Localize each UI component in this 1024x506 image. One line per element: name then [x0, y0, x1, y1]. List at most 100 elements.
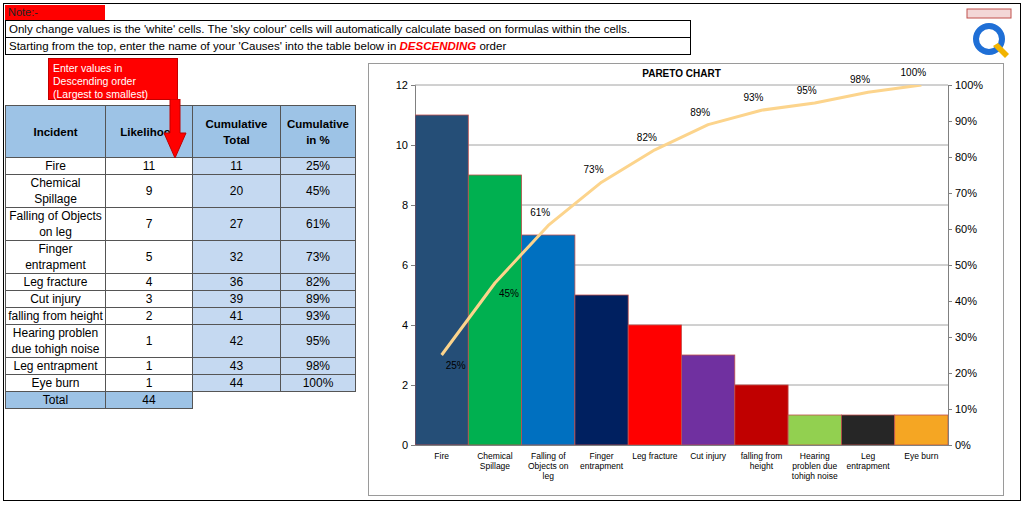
table-cell: 1: [106, 358, 193, 375]
table-cell: Hearing problen due tohigh noise: [6, 325, 106, 358]
table-cell: 2: [106, 308, 193, 325]
table-row: Eye burn144100%: [6, 375, 356, 392]
x-tick-line: Leg: [861, 451, 875, 461]
x-tick-line: Leg fracture: [632, 451, 678, 461]
y-tick-label: 12: [396, 79, 408, 91]
y2-tick-mark: [948, 85, 952, 86]
y2-tick-label: 30%: [955, 331, 977, 343]
table-cell: 11: [193, 158, 281, 175]
table-cell: 93%: [281, 308, 356, 325]
y2-tick-label: 100%: [955, 79, 983, 91]
x-tick: falling fromheight: [741, 451, 783, 471]
data-table: IncidentLikelihoodCumulative TotalCumula…: [5, 105, 356, 409]
y-tick: 12: [396, 79, 415, 91]
table-row: falling from height24193%: [6, 308, 356, 325]
total-row: Total44: [6, 392, 356, 409]
callout: Enter values in Descending order (Larges…: [48, 58, 178, 100]
marks: [415, 85, 948, 445]
y2-tick-mark: [948, 301, 952, 302]
x-tick-label: Hearingproblen duetohigh noise: [792, 451, 838, 481]
x-tick: Cut injury: [690, 451, 727, 461]
x-tick-label: ChemicalSpillage: [477, 451, 513, 471]
y2-tick: 0%: [948, 439, 971, 451]
grid-line: [415, 145, 948, 146]
y-tick-label: 0: [402, 439, 408, 451]
note-text: order: [476, 40, 506, 52]
x-axis: Fire ChemicalSpillage Falling ofObjects on…: [416, 446, 949, 481]
y2-tick-label: 80%: [955, 151, 977, 163]
bar: [788, 415, 841, 445]
arrow-shape: [164, 99, 186, 158]
x-tick-line: entrapment: [847, 461, 891, 471]
x-tick-label: Legentrapment: [847, 451, 891, 471]
bar: [522, 235, 575, 445]
y-tick-mark: [411, 85, 415, 86]
y-tick: 6: [402, 259, 415, 271]
y2-tick-label: 90%: [955, 115, 977, 127]
y2-tick-label: 50%: [955, 259, 977, 271]
x-tick-label: falling fromheight: [741, 451, 783, 471]
y2-tick-mark: [948, 193, 952, 194]
y-tick: 10: [396, 139, 415, 151]
x-tick: Legentrapment: [847, 451, 891, 471]
header-cell: Cumulative Total: [193, 106, 281, 158]
table-cell: 36: [193, 274, 281, 291]
table-row: Cut injury33989%: [6, 291, 356, 308]
y2-tick-mark: [948, 445, 952, 446]
table-row: Falling of Objects on leg72761%: [6, 208, 356, 241]
x-tick-line: Falling of: [531, 451, 566, 461]
table-cell: 20: [193, 175, 281, 208]
chart-frame: [369, 64, 1004, 496]
x-axis-line: [416, 445, 949, 446]
y-tick-mark: [411, 205, 415, 206]
data-label: 45%: [499, 288, 519, 299]
chart-title: PARETO CHART: [642, 68, 721, 79]
y2-tick: 60%: [948, 223, 977, 235]
y2-tick-label: 0%: [955, 439, 971, 451]
table-cell: 42: [193, 325, 281, 358]
note-emphasis: DESCENDING: [400, 40, 477, 52]
x-tick: Fire: [434, 451, 449, 461]
x-tick-line: leg: [543, 471, 555, 481]
table-row: Leg entrapment14398%: [6, 358, 356, 375]
y2-axis: 0%10%20%30%40%50%60%70%80%90%100%: [948, 79, 983, 451]
table-cell: 61%: [281, 208, 356, 241]
y-tick-label: 6: [402, 259, 408, 271]
data-labels: 25%45%61%73%82%89%93%95%98%100%: [446, 67, 927, 371]
table-cell: 4: [106, 274, 193, 291]
y-tick: 0: [402, 439, 415, 451]
y-tick-label: 8: [402, 199, 408, 211]
y-tick-mark: [411, 445, 415, 446]
x-tick: Eye burn: [904, 451, 938, 461]
table-cell: Leg entrapment: [6, 358, 106, 375]
note-line-1: Only change values is the 'white' cells.…: [5, 20, 691, 38]
x-tick-line: height: [750, 461, 774, 471]
y-tick: 2: [402, 379, 415, 391]
table-cell: Finger entrapment: [6, 241, 106, 274]
y-tick-mark: [411, 145, 415, 146]
y2-tick-mark: [948, 121, 952, 122]
x-tick-line: Cut injury: [690, 451, 727, 461]
table-cell: falling from height: [6, 308, 106, 325]
table-cell: 89%: [281, 291, 356, 308]
table-cell: 3: [106, 291, 193, 308]
table-cell: 1: [106, 325, 193, 358]
bar: [682, 355, 735, 445]
x-tick-line: Spillage: [480, 461, 511, 471]
x-tick: Falling ofObjects onleg: [528, 451, 569, 481]
x-tick-label: Fingerentrapment: [580, 451, 624, 471]
y2-tick-label: 70%: [955, 187, 977, 199]
logo-tag: [967, 9, 1011, 18]
table-cell: Eye burn: [6, 375, 106, 392]
bar: [628, 325, 681, 445]
y-axis: 024681012: [396, 79, 416, 451]
bar: [841, 415, 894, 445]
table-cell: 9: [106, 175, 193, 208]
table-cell: Leg fracture: [6, 274, 106, 291]
y-axis-line: [411, 86, 416, 446]
data-label: 100%: [901, 67, 927, 78]
table-cell: 98%: [281, 358, 356, 375]
x-tick-label: Leg fracture: [632, 451, 678, 461]
table-row: Hearing problen due tohigh noise14295%: [6, 325, 356, 358]
total-cell: 44: [106, 392, 193, 409]
